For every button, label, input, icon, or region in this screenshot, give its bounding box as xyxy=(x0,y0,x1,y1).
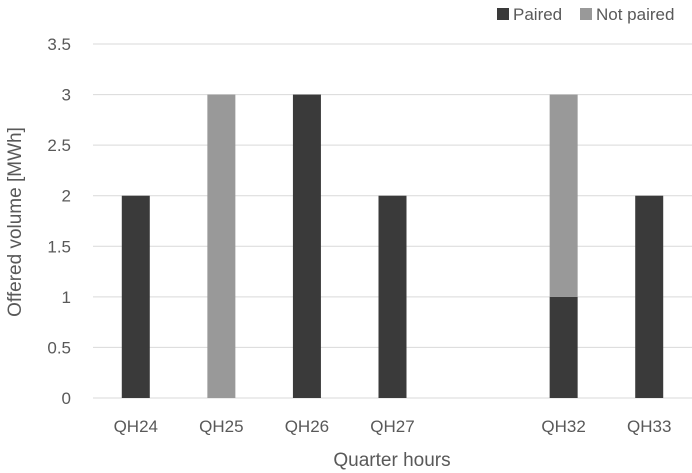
legend: Paired Not paired xyxy=(497,5,674,24)
y-tick-labels: 0 0.5 1 1.5 2 2.5 3 3.5 xyxy=(47,35,71,408)
y-tick-label: 0 xyxy=(62,389,71,408)
x-tick-label: QH33 xyxy=(627,417,671,436)
x-tick-label: QH24 xyxy=(114,417,158,436)
bars xyxy=(121,94,664,399)
y-tick-label: 3 xyxy=(62,86,71,105)
x-tick-label: QH32 xyxy=(541,417,585,436)
bar-paired-qh33 xyxy=(635,195,664,398)
bar-paired-qh27 xyxy=(378,195,407,398)
x-tick-labels: QH24 QH25 QH26 QH27 QH32 QH33 xyxy=(114,417,672,436)
bar-paired-qh32 xyxy=(549,296,578,398)
bar-not-paired-qh25 xyxy=(207,94,236,399)
x-tick-label: QH27 xyxy=(370,417,414,436)
x-tick-label: QH25 xyxy=(199,417,243,436)
legend-label-paired: Paired xyxy=(513,5,562,24)
y-tick-label: 2 xyxy=(62,187,71,206)
y-tick-label: 1.5 xyxy=(47,237,71,256)
x-tick-label: QH26 xyxy=(285,417,329,436)
y-tick-label: 2.5 xyxy=(47,136,71,155)
y-axis-title: Offered volume [MWh] xyxy=(5,127,26,317)
y-tick-label: 1 xyxy=(62,288,71,307)
legend-swatch-not-paired xyxy=(580,8,592,20)
x-axis-title: Quarter hours xyxy=(333,450,450,471)
bar-paired-qh26 xyxy=(292,94,321,399)
bar-paired-qh24 xyxy=(121,195,150,398)
y-tick-label: 3.5 xyxy=(47,35,71,54)
bar-not-paired-qh32 xyxy=(549,94,578,297)
legend-label-not-paired: Not paired xyxy=(596,5,674,24)
y-tick-label: 0.5 xyxy=(47,338,71,357)
legend-swatch-paired xyxy=(497,8,509,20)
